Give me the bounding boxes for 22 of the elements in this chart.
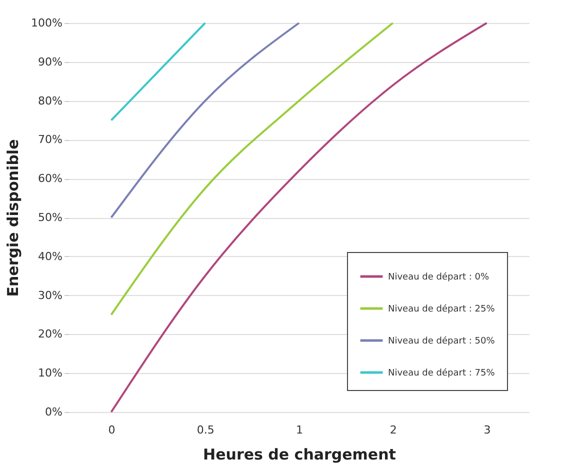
x-tick-label: 1	[296, 424, 303, 436]
y-tick-label: 10%	[38, 366, 62, 380]
legend-label: Niveau de départ : 75%	[388, 368, 496, 378]
x-axis-title: Heures de chargement	[203, 446, 396, 464]
y-tick-label: 20%	[38, 328, 62, 341]
x-tick-label: 0.5	[196, 424, 214, 436]
y-tick-label: 80%	[38, 94, 62, 108]
legend-label: Niveau de départ : 50%	[388, 336, 496, 346]
x-tick-label: 3	[484, 424, 491, 436]
y-tick-label: 90%	[38, 55, 62, 68]
y-tick-label: 60%	[38, 172, 62, 186]
y-tick-label: 0%	[45, 406, 62, 418]
legend-label: Niveau de départ : 25%	[388, 304, 496, 314]
y-axis-title: Energie disponible	[4, 139, 22, 297]
y-tick-label: 100%	[31, 16, 62, 30]
y-tick-label: 50%	[38, 211, 62, 224]
y-tick-label: 70%	[38, 133, 62, 146]
y-tick-label: 40%	[38, 250, 62, 263]
x-tick-label: 0	[108, 424, 116, 436]
y-tick-label: 30%	[38, 288, 62, 302]
legend-label: Niveau de départ : 0%	[388, 272, 490, 282]
x-tick-label: 2	[390, 424, 397, 436]
